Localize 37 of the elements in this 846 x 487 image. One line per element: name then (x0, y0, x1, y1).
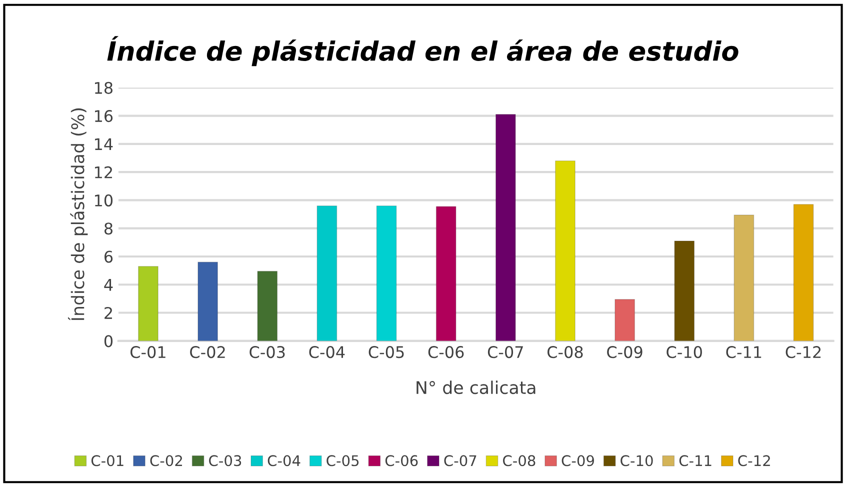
legend-label: C-08 (503, 455, 536, 466)
legend-label: C-11 (679, 455, 712, 466)
y-tick-label: 16 (95, 110, 113, 122)
chart-title: Índice de plásticidad en el área de estudio (107, 36, 738, 66)
y-tick-label: 12 (95, 166, 112, 178)
legend-label: C-09 (562, 455, 594, 466)
legend-label: C-05 (326, 455, 359, 466)
legend-label: C-07 (444, 455, 476, 466)
y-tick-label: 8 (104, 222, 112, 235)
y-tick-label: 14 (95, 138, 113, 150)
x-tick-label: C-05 (368, 346, 404, 358)
x-tick-label: C-09 (607, 346, 642, 358)
x-tick-label: C-03 (250, 346, 285, 358)
legend-label: C-03 (209, 455, 242, 466)
y-tick-label: 10 (95, 194, 113, 207)
x-tick-label: C-04 (309, 346, 345, 358)
x-tick-label: C-01 (130, 346, 166, 358)
y-tick-label: 0 (104, 335, 113, 348)
x-tick-label: C-02 (190, 346, 225, 358)
x-tick-label: C-07 (488, 346, 523, 358)
legend-label: C-04 (268, 455, 300, 466)
legend-label: C-02 (150, 455, 182, 466)
y-tick-label: 4 (104, 279, 113, 291)
x-tick-label: C-10 (666, 346, 702, 358)
y-tick-label: 6 (104, 250, 113, 263)
y-tick-label: 2 (104, 306, 112, 319)
x-tick-label: C-08 (548, 346, 583, 358)
y-axis-title: Índice de plásticidad (%) (68, 108, 88, 320)
legend-label: C-06 (385, 455, 418, 466)
legend-label: C-01 (91, 455, 124, 466)
x-tick-label: C-06 (428, 346, 464, 358)
x-tick-label: C-12 (786, 346, 821, 358)
y-tick-label: 18 (95, 82, 112, 94)
x-axis-title: N° de calicata (416, 380, 536, 394)
x-tick-label: C-11 (726, 346, 762, 358)
legend-label: C-12 (738, 455, 770, 466)
legend-label: C-10 (620, 455, 653, 466)
